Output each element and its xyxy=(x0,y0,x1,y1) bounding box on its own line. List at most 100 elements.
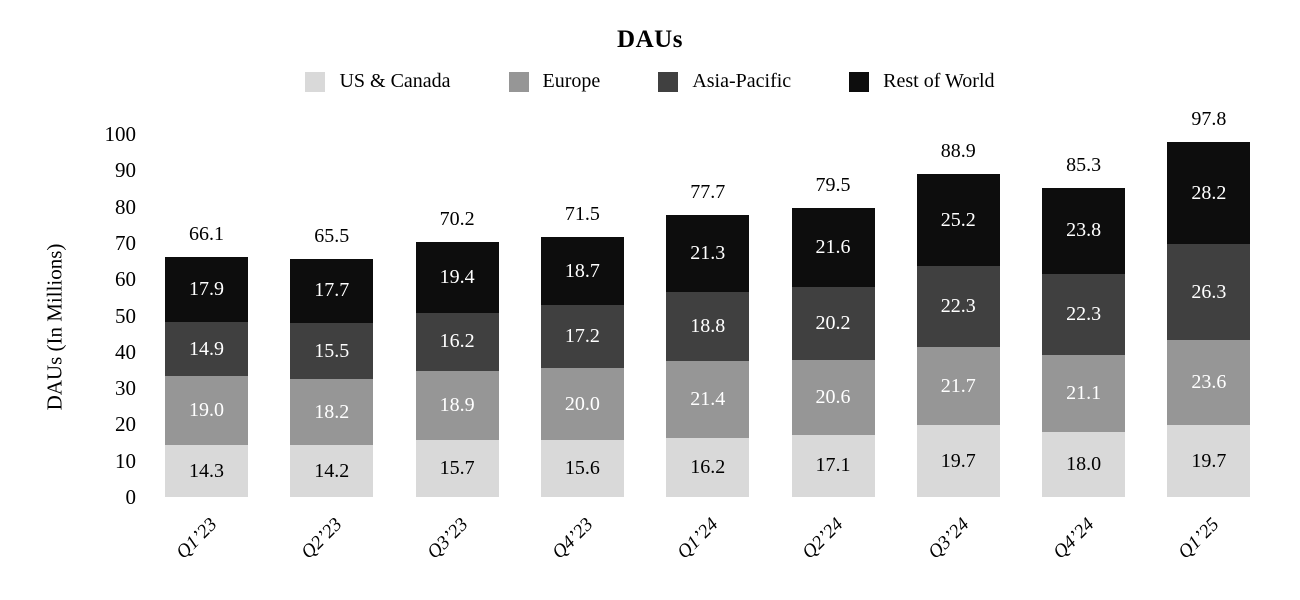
y-tick-label: 50 xyxy=(115,303,136,328)
bar-segment-us-canada: 15.6 xyxy=(540,440,624,497)
segment-value-label: 19.7 xyxy=(940,449,976,472)
segment-value-label: 17.2 xyxy=(564,325,600,348)
segment-value-label: 22.3 xyxy=(940,294,976,317)
bar-segment-rest-of-world: 23.8 xyxy=(1042,187,1126,275)
segment-value-label: 16.2 xyxy=(439,330,475,353)
legend-swatch-icon xyxy=(849,71,870,92)
x-axis-label-text: Q3’24 xyxy=(923,514,974,564)
segment-value-label: 17.1 xyxy=(815,454,851,477)
segment-value-label: 21.1 xyxy=(1066,381,1102,404)
bar-segment-rest-of-world: 25.2 xyxy=(916,174,1000,266)
segment-value-label: 18.2 xyxy=(314,400,350,423)
bar-total-label: 65.5 xyxy=(314,224,350,247)
y-tick-label: 0 xyxy=(125,485,137,509)
bar-segment-us-canada: 18.0 xyxy=(1042,431,1126,497)
bar-segment-rest-of-world: 21.3 xyxy=(666,214,750,293)
x-axis-label-text: Q4’24 xyxy=(1049,514,1099,564)
segment-value-label: 28.2 xyxy=(1191,181,1227,204)
bar-segment-us-canada: 19.7 xyxy=(1167,425,1251,497)
legend-entry-asia-pacific: Asia-Pacific xyxy=(658,70,791,93)
bar-total-label: 77.7 xyxy=(690,180,726,203)
bar-segment-us-canada: 19.7 xyxy=(916,425,1000,497)
bar-segment-rest-of-world: 17.7 xyxy=(290,258,374,324)
segment-value-label: 14.3 xyxy=(189,459,224,482)
legend-swatch-icon xyxy=(305,71,326,92)
bar-segment-rest-of-world: 19.4 xyxy=(415,242,499,313)
bar-segment-asia-pacific: 20.2 xyxy=(791,286,875,361)
segment-value-label: 23.8 xyxy=(1066,219,1102,242)
segment-value-label: 16.2 xyxy=(690,456,726,479)
bar-segment-europe: 23.6 xyxy=(1167,339,1251,426)
segment-value-label: 18.8 xyxy=(690,314,726,337)
legend-label: Asia-Pacific xyxy=(692,70,792,92)
y-tick-label: 20 xyxy=(115,412,136,437)
segment-value-label: 14.9 xyxy=(189,337,224,360)
bar-segment-us-canada: 14.2 xyxy=(290,445,374,497)
bar-segment-us-canada: 16.2 xyxy=(666,438,750,497)
x-axis-label-text: Q4’23 xyxy=(548,514,598,564)
bar-total-label: 79.5 xyxy=(815,174,851,197)
bar-segment-europe: 21.4 xyxy=(666,360,750,439)
bar-segment-europe: 21.1 xyxy=(1042,355,1126,432)
segment-value-label: 15.5 xyxy=(314,339,350,362)
segment-value-label: 25.2 xyxy=(940,208,976,231)
legend-swatch-icon xyxy=(508,71,529,92)
bar-segment-europe: 20.0 xyxy=(540,367,624,441)
bar-segment-asia-pacific: 22.3 xyxy=(916,265,1000,347)
legend-label: Rest of World xyxy=(883,70,995,92)
segment-value-label: 17.9 xyxy=(189,278,224,301)
bar-segment-rest-of-world: 21.6 xyxy=(791,208,875,287)
bar-total-label: 88.9 xyxy=(940,140,976,163)
bar-segment-europe: 21.7 xyxy=(916,346,1000,426)
segment-value-label: 18.7 xyxy=(564,259,600,282)
bar-segment-asia-pacific: 16.2 xyxy=(415,312,499,372)
legend-label: US & Canada xyxy=(339,70,451,92)
bar-segment-europe: 18.9 xyxy=(415,371,499,440)
y-tick-label: 90 xyxy=(115,158,136,183)
bar-segment-asia-pacific: 26.3 xyxy=(1167,244,1251,340)
segment-value-label: 14.2 xyxy=(314,459,350,482)
bar-total-label: 97.8 xyxy=(1191,107,1227,130)
legend-label: Europe xyxy=(542,70,601,92)
chart-title: DAUs xyxy=(617,26,683,53)
x-axis-label-text: Q1’24 xyxy=(673,514,723,564)
y-tick-label: 10 xyxy=(115,448,136,473)
segment-value-label: 21.6 xyxy=(815,236,851,259)
segment-value-label: 21.4 xyxy=(690,387,726,410)
legend-entry-rest-of-world: Rest of World xyxy=(849,70,995,93)
x-axis-label-text: Q2’23 xyxy=(297,514,347,564)
x-axis-label-text: Q1’23 xyxy=(172,514,222,564)
segment-value-label: 26.3 xyxy=(1191,280,1227,303)
x-axis-label-text: Q2’24 xyxy=(798,514,848,564)
bar-segment-rest-of-world: 17.9 xyxy=(165,257,248,323)
bar-segment-asia-pacific: 22.3 xyxy=(1042,274,1126,356)
y-tick-label: 30 xyxy=(115,376,136,401)
segment-value-label: 15.7 xyxy=(439,456,475,479)
bar-segment-europe: 20.6 xyxy=(791,360,875,435)
x-axis-label-text: Q1’25 xyxy=(1174,514,1224,564)
bar-total-label: 71.5 xyxy=(564,203,600,226)
segment-value-label: 23.6 xyxy=(1191,371,1227,394)
bar-segment-europe: 18.2 xyxy=(290,379,374,446)
legend: US & Canada Europe Asia-Pacific Rest of Wor… xyxy=(0,70,1300,93)
segment-value-label: 18.0 xyxy=(1066,452,1102,475)
bar-total-label: 85.3 xyxy=(1066,153,1102,176)
y-tick-label: 70 xyxy=(115,230,136,255)
segment-value-label: 19.7 xyxy=(1191,449,1227,472)
bar-segment-asia-pacific: 14.9 xyxy=(165,322,248,377)
bar-segment-europe: 19.0 xyxy=(165,376,248,446)
segment-value-label: 20.6 xyxy=(815,386,851,409)
x-axis-label-text: Q3’23 xyxy=(422,514,472,564)
bar-segment-rest-of-world: 28.2 xyxy=(1167,141,1251,245)
y-tick-label: 100 xyxy=(104,122,137,146)
y-tick-label: 80 xyxy=(115,194,136,219)
bar-segment-us-canada: 15.7 xyxy=(415,440,499,497)
segment-value-label: 20.0 xyxy=(564,392,600,415)
bar-segment-asia-pacific: 18.8 xyxy=(666,292,750,361)
segment-value-label: 22.3 xyxy=(1066,303,1102,326)
segment-value-label: 15.6 xyxy=(564,457,600,480)
bar-segment-us-canada: 17.1 xyxy=(791,434,875,497)
segment-value-label: 18.9 xyxy=(439,394,475,417)
y-tick-label: 40 xyxy=(115,339,136,364)
